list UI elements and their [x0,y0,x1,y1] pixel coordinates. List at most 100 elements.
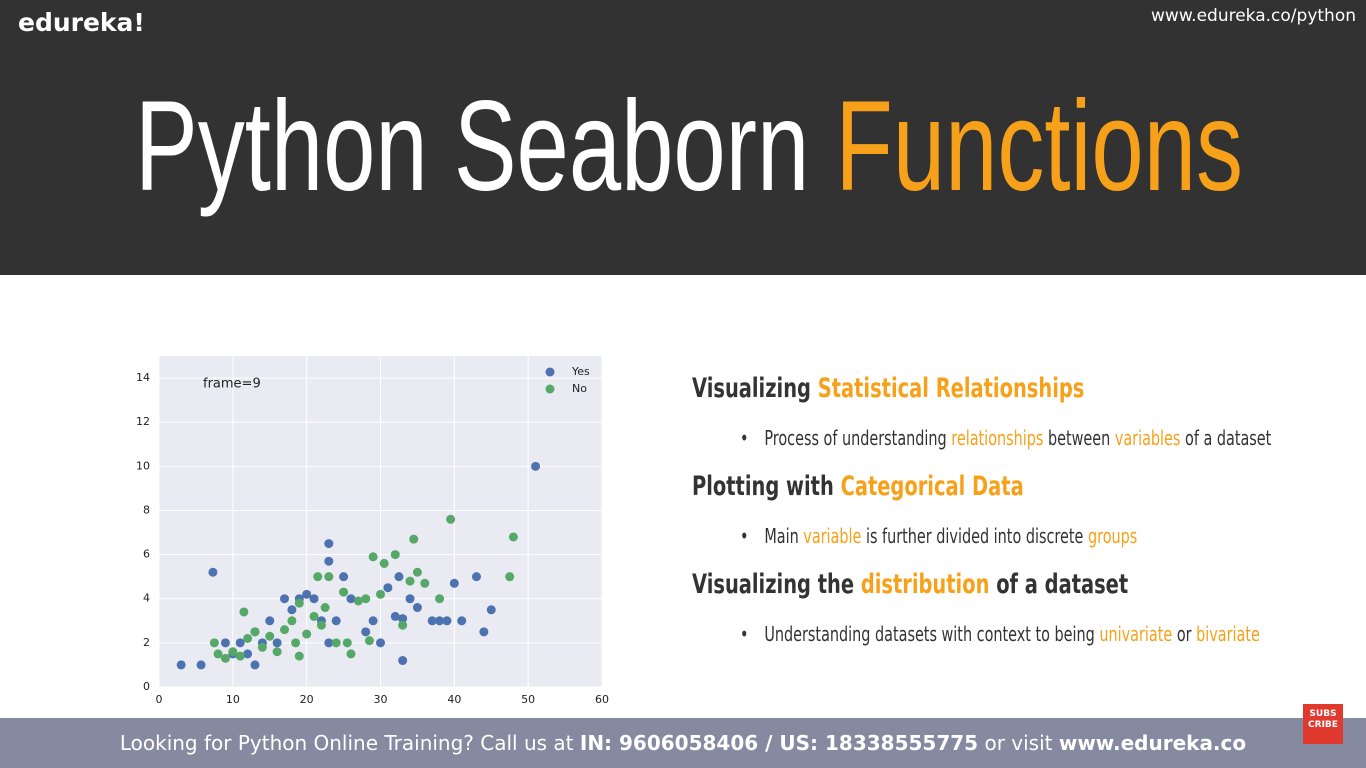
point [339,587,349,597]
y-tick-label: 8 [143,503,150,516]
point [390,611,400,621]
subscribe-badge[interactable]: SUBS CRIBE [1303,704,1343,744]
point [294,598,304,608]
point [405,594,415,604]
point [313,572,323,582]
point [376,638,385,648]
point [379,558,389,568]
point [331,638,341,648]
heading-part: Statistical Relationships [817,373,1085,404]
bullet-part: groups [1087,524,1138,548]
point [420,578,430,588]
bullet-part: Process of understanding [764,426,952,450]
footer-part: or visit [978,731,1059,755]
footer-part: IN: 9606058406 / US: 18338555775 [579,731,979,755]
point [316,620,326,630]
x-tick-label: 60 [595,693,609,706]
point [208,567,218,577]
point [257,642,267,652]
point [364,636,374,646]
point [209,638,219,648]
point [265,631,275,641]
heading-part: Visualizing the [692,569,861,600]
bullet-part: relationships [951,426,1044,450]
bullet-part: of a dataset [1180,426,1272,450]
heading-part: Categorical Data [840,471,1024,502]
heading-part: Plotting with [692,471,841,502]
point [505,572,515,582]
point [220,638,230,648]
point [272,638,282,648]
point [405,576,415,586]
point [531,461,541,471]
point [457,616,467,626]
title: Python Seaborn Functions [135,75,1243,218]
point [435,594,445,604]
point [427,616,437,626]
footer-part: www.edureka.co [1058,731,1247,755]
point [280,594,290,604]
y-tick-label: 12 [136,415,150,428]
bullet-part: Main [764,524,804,548]
point [398,614,408,624]
point [176,660,186,670]
y-tick-label: 14 [136,371,150,384]
footer: Looking for Python Online Training? Call… [0,718,1366,768]
point [272,647,282,657]
point [376,589,385,599]
sections: Visualizing Statistical Relationships Pro… [692,365,1366,659]
point [291,638,301,648]
point [220,653,230,663]
point [280,625,290,635]
point [508,532,518,542]
point [228,647,238,657]
y-tick-label: 4 [143,592,150,605]
point [213,649,223,659]
point [361,627,371,637]
y-tick-label: 2 [143,636,150,649]
badge-line[interactable]: SUBS [1309,709,1337,719]
point [409,534,419,544]
point [412,567,422,577]
header: Python Seaborn Functions edureka! www.ed… [0,0,1366,275]
point [324,556,334,566]
point [390,550,400,560]
x-tick-label: 10 [226,693,240,706]
point [346,649,356,659]
point [412,603,422,613]
point [339,572,349,582]
point [324,638,334,648]
point [235,638,245,648]
footer-part: Looking for Python Online Training? Call… [119,731,580,755]
point [361,594,371,604]
point [243,633,253,643]
heading-part: of a dataset [989,569,1129,600]
legend-marker [545,384,555,394]
point [302,629,312,639]
point [331,616,341,626]
annotation: frame=9 [203,377,261,392]
point [309,611,319,621]
y-tick-label: 10 [136,459,150,472]
point [302,589,312,599]
badge-line[interactable]: CRIBE [1308,720,1338,730]
point [486,605,496,615]
bullet-part: Understanding datasets with context to b… [764,622,1100,646]
point [235,651,245,661]
point [309,594,319,604]
title-part: Python Seaborn [135,75,835,218]
x-tick-label: 40 [447,693,461,706]
point [250,660,260,670]
point [446,514,456,524]
point [479,627,489,637]
bullet-part: bivariate [1196,622,1260,646]
point [353,596,363,606]
point [449,578,459,588]
point [324,572,334,582]
bullet: Understanding datasets with context to b… [740,609,1260,659]
bullet-part: variable [803,524,862,548]
point [394,572,404,582]
point [265,616,275,626]
heading-part: Visualizing [692,373,818,404]
point [324,539,334,549]
